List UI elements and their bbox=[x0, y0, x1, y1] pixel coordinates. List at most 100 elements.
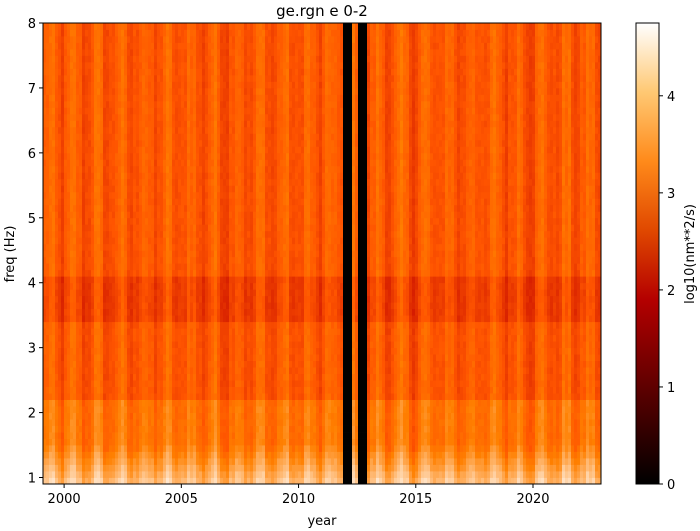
heatmap-cell bbox=[79, 29, 83, 37]
heatmap-cell bbox=[187, 419, 191, 426]
heatmap-cell bbox=[127, 399, 131, 407]
heatmap-cell bbox=[238, 445, 242, 452]
heatmap-cell bbox=[76, 204, 80, 212]
heatmap-cell bbox=[175, 23, 179, 30]
heatmap-cell bbox=[112, 256, 116, 264]
heatmap-cell bbox=[250, 302, 254, 310]
heatmap-cell bbox=[109, 263, 113, 271]
heatmap-cell bbox=[46, 425, 50, 433]
heatmap-cell bbox=[52, 172, 56, 180]
heatmap-cell bbox=[190, 471, 194, 478]
heatmap-cell bbox=[70, 237, 74, 245]
heatmap-cell bbox=[61, 425, 65, 433]
heatmap-cell bbox=[199, 471, 203, 478]
heatmap-cell bbox=[223, 347, 227, 355]
heatmap-cell bbox=[109, 471, 113, 478]
heatmap-cell bbox=[43, 445, 47, 452]
heatmap-cell bbox=[202, 94, 206, 102]
heatmap-cell bbox=[133, 458, 137, 465]
heatmap-cell bbox=[157, 172, 161, 180]
heatmap-cell bbox=[55, 451, 59, 459]
heatmap-cell bbox=[241, 477, 245, 484]
heatmap-cell bbox=[205, 263, 209, 271]
heatmap-cell bbox=[82, 438, 86, 446]
heatmap-cell bbox=[226, 256, 230, 264]
heatmap-cell bbox=[94, 81, 98, 89]
heatmap-cell bbox=[118, 282, 122, 290]
heatmap-cell bbox=[229, 152, 233, 160]
heatmap-cell bbox=[247, 172, 251, 180]
heatmap-cell bbox=[85, 321, 89, 329]
heatmap-cell bbox=[205, 204, 209, 212]
heatmap-cell bbox=[148, 211, 152, 219]
heatmap-cell bbox=[217, 87, 221, 95]
heatmap-cell bbox=[175, 243, 179, 251]
heatmap-cell bbox=[91, 224, 95, 232]
heatmap-cell bbox=[106, 87, 110, 95]
heatmap-cell bbox=[133, 74, 137, 82]
heatmap-cell bbox=[73, 74, 77, 82]
heatmap-cell bbox=[52, 399, 56, 407]
heatmap-cell bbox=[103, 477, 107, 484]
heatmap-cell bbox=[58, 295, 62, 303]
heatmap-cell bbox=[172, 282, 176, 290]
heatmap-cell bbox=[67, 100, 71, 108]
heatmap-cell bbox=[91, 380, 95, 387]
heatmap-cell bbox=[58, 68, 62, 76]
heatmap-cell bbox=[88, 198, 92, 206]
heatmap-cell bbox=[214, 341, 218, 349]
heatmap-cell bbox=[124, 152, 128, 160]
heatmap-cell bbox=[178, 393, 182, 400]
heatmap-cell bbox=[238, 282, 242, 290]
heatmap-cell bbox=[181, 81, 185, 89]
heatmap-cell bbox=[103, 328, 107, 336]
heatmap-cell bbox=[232, 172, 236, 180]
heatmap-cell bbox=[148, 237, 152, 245]
heatmap-cell bbox=[157, 399, 161, 407]
heatmap-cell bbox=[154, 471, 158, 478]
heatmap-cell bbox=[64, 107, 68, 115]
heatmap-cell bbox=[157, 217, 161, 225]
heatmap-cell bbox=[211, 29, 215, 37]
heatmap-cell bbox=[130, 432, 134, 439]
heatmap-cell bbox=[172, 263, 176, 271]
heatmap-cell bbox=[217, 308, 221, 316]
heatmap-cell bbox=[67, 282, 71, 290]
heatmap-cell bbox=[142, 191, 146, 199]
heatmap-cell bbox=[73, 328, 77, 336]
heatmap-cell bbox=[172, 425, 176, 433]
heatmap-cell bbox=[154, 399, 158, 407]
heatmap-cell bbox=[151, 367, 155, 375]
heatmap-cell bbox=[133, 263, 137, 271]
heatmap-cell bbox=[94, 198, 98, 206]
heatmap-cell bbox=[235, 185, 239, 193]
heatmap-cell bbox=[145, 107, 149, 115]
heatmap-cell bbox=[160, 451, 164, 459]
heatmap-cell bbox=[247, 250, 251, 258]
heatmap-cell bbox=[79, 230, 83, 238]
heatmap-cell bbox=[214, 42, 218, 50]
heatmap-cell bbox=[49, 464, 53, 472]
heatmap-cell bbox=[61, 373, 65, 381]
heatmap-cell bbox=[55, 152, 59, 160]
heatmap-cell bbox=[85, 308, 89, 316]
heatmap-cell bbox=[145, 367, 149, 375]
heatmap-cell bbox=[130, 263, 134, 271]
heatmap-cell bbox=[208, 464, 212, 472]
heatmap-cell bbox=[85, 393, 89, 400]
heatmap-cell bbox=[139, 146, 143, 154]
heatmap-cell bbox=[136, 315, 140, 323]
heatmap-cell bbox=[196, 152, 200, 160]
heatmap-cell bbox=[229, 172, 233, 180]
heatmap-cell bbox=[91, 55, 95, 63]
heatmap-cell bbox=[118, 445, 122, 452]
heatmap-cell bbox=[73, 68, 77, 76]
heatmap-cell bbox=[205, 321, 209, 329]
heatmap-cell bbox=[235, 373, 239, 381]
heatmap-cell bbox=[157, 341, 161, 349]
heatmap-cell bbox=[49, 35, 53, 43]
heatmap-cell bbox=[145, 55, 149, 63]
heatmap-cell bbox=[151, 185, 155, 193]
heatmap-cell bbox=[70, 113, 74, 121]
heatmap-cell bbox=[136, 295, 140, 303]
